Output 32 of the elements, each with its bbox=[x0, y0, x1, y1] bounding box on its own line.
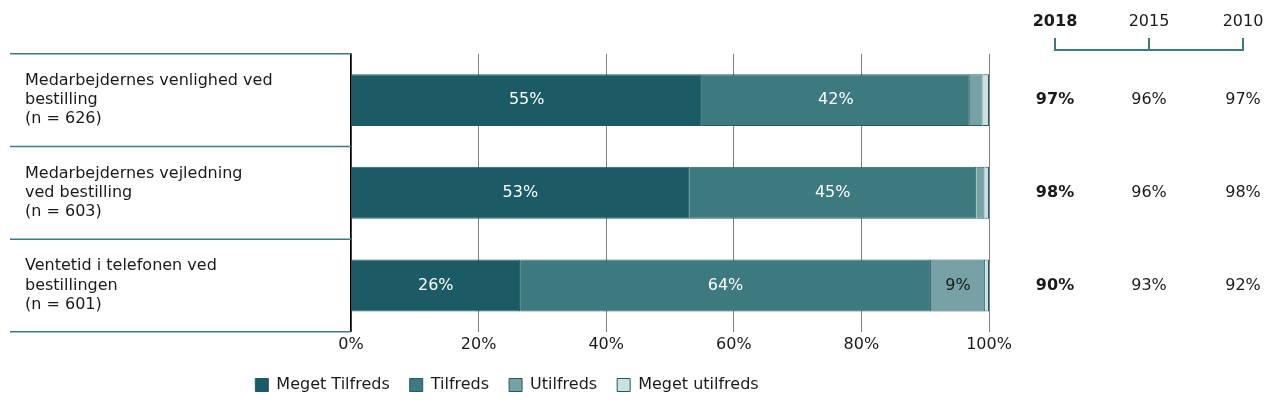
data-label: 55% bbox=[508, 89, 545, 109]
text: 98% bbox=[1225, 181, 1261, 201]
text: 90% bbox=[1035, 274, 1075, 294]
text: 96% bbox=[1131, 181, 1167, 201]
text: 97% bbox=[1035, 89, 1075, 109]
y-tick-label: Medarbejdernes vejledning ved bestilling (n = 603) bbox=[25, 162, 243, 221]
text: 96% bbox=[1131, 89, 1167, 109]
text: 97% bbox=[1225, 89, 1261, 109]
text: 2018 bbox=[1032, 11, 1078, 31]
x-tick-label: 80% bbox=[843, 333, 880, 353]
data-label: 53% bbox=[502, 181, 539, 201]
data-label: 26% bbox=[418, 274, 454, 294]
text: 93% bbox=[1131, 274, 1167, 294]
data-label: 64% bbox=[707, 274, 744, 294]
data-label: 9% bbox=[945, 274, 971, 294]
x-tick-label: 40% bbox=[588, 333, 624, 353]
data-label: 42% bbox=[818, 89, 854, 109]
x-tick-label: 100% bbox=[966, 333, 1012, 353]
legend-label: Meget Tilfreds bbox=[276, 374, 390, 394]
y-tick-label: Medarbejdernes venlighed ved bestilling (n = 626) bbox=[25, 70, 273, 128]
y-tick-label: Ventetid i telefonen ved bestillingen (n = 601) bbox=[25, 255, 217, 313]
legend-label: Tilfreds bbox=[429, 374, 490, 394]
x-tick-label: 60% bbox=[716, 333, 752, 353]
x-tick-label: 0% bbox=[338, 333, 364, 353]
text: 98% bbox=[1035, 181, 1075, 201]
text: 2010 bbox=[1222, 11, 1264, 31]
text: 2015 bbox=[1128, 11, 1170, 31]
legend-label: Meget utilfreds bbox=[638, 374, 759, 394]
x-tick-label: 20% bbox=[460, 333, 497, 353]
data-label: 45% bbox=[814, 181, 851, 201]
legend-label: Utilfreds bbox=[530, 374, 598, 394]
text: 92% bbox=[1225, 274, 1261, 294]
